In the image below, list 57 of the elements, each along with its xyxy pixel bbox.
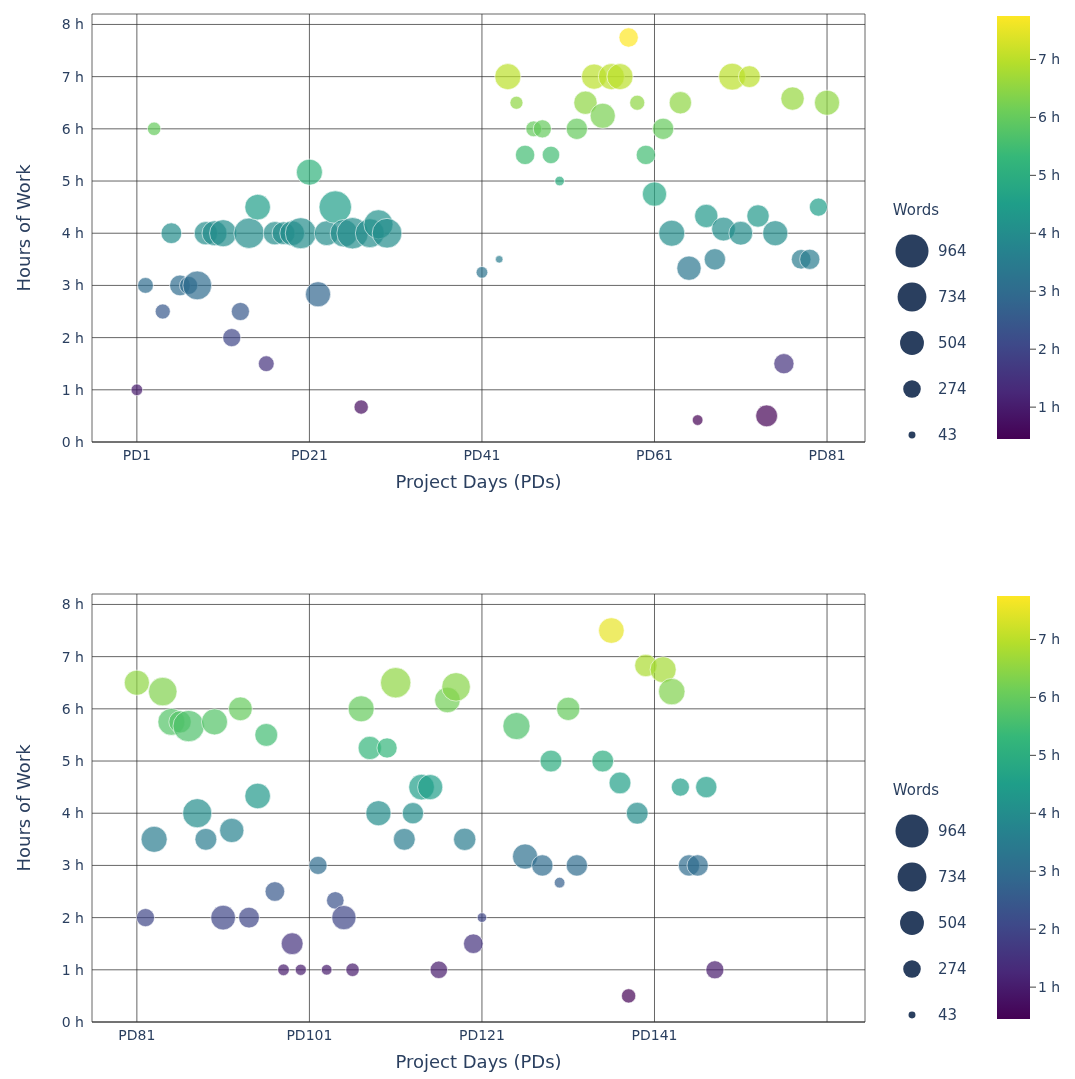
legend-label: 734 <box>938 288 967 307</box>
x-axis-title: Project Days (PDs) <box>395 471 562 492</box>
y-axis-title: Hours of Work <box>13 163 35 292</box>
y-tick-label: 7 h <box>61 648 84 665</box>
x-tick-label: PD61 <box>635 446 674 463</box>
x-tick-label: PD101 <box>286 1026 333 1043</box>
y-tick-label: 8 h <box>61 596 84 613</box>
color-bar-label: 4 h <box>1038 805 1061 822</box>
color-bar-label: 1 h <box>1038 399 1061 416</box>
y-tick-label: 6 h <box>61 700 84 717</box>
legend-label: 43 <box>938 1006 958 1025</box>
color-bar-label: 3 h <box>1038 863 1061 880</box>
y-tick-label: 1 h <box>61 381 84 398</box>
legend-label: 274 <box>938 960 967 979</box>
color-bar-label: 5 h <box>1038 167 1061 184</box>
x-tick-label: PD81 <box>118 1026 156 1043</box>
y-tick-label: 0 h <box>61 433 84 450</box>
y-tick-label: 3 h <box>61 277 84 294</box>
y-tick-label: 4 h <box>61 805 84 822</box>
y-tick-label: 8 h <box>61 16 84 33</box>
y-tick-label: 4 h <box>61 225 84 242</box>
legend-label: 964 <box>938 242 967 261</box>
color-bar-label: 2 h <box>1038 341 1061 358</box>
color-bar-label: 7 h <box>1038 631 1061 648</box>
legend-label: 504 <box>938 914 967 933</box>
y-tick-label: 2 h <box>61 329 84 346</box>
legend-label: 504 <box>938 334 967 353</box>
x-tick-label: PD121 <box>458 1026 505 1043</box>
y-tick-label: 5 h <box>61 752 84 769</box>
legend-label: 964 <box>938 822 967 841</box>
color-bar-label: 5 h <box>1038 747 1061 764</box>
x-tick-label: PD41 <box>463 446 501 463</box>
color-bar-label: 4 h <box>1038 225 1061 242</box>
y-tick-label: 0 h <box>61 1013 84 1030</box>
color-bar-label: 3 h <box>1038 283 1061 300</box>
color-bar-label: 1 h <box>1038 979 1061 996</box>
x-tick-label: PD21 <box>290 446 328 463</box>
y-tick-label: 6 h <box>61 120 84 137</box>
y-tick-label: 7 h <box>61 68 84 85</box>
color-bar-label: 2 h <box>1038 921 1061 938</box>
legend-title: Words <box>892 781 940 799</box>
legend-label: 274 <box>938 380 967 399</box>
y-tick-label: 2 h <box>61 909 84 926</box>
y-tick-label: 3 h <box>61 857 84 874</box>
legend-title: Words <box>892 201 940 219</box>
legend-label: 43 <box>938 426 958 445</box>
y-tick-label: 1 h <box>61 961 84 978</box>
x-tick-label: PD1 <box>122 446 151 463</box>
color-bar-label: 6 h <box>1038 109 1061 126</box>
legend-label: 734 <box>938 868 967 887</box>
color-bar-label: 7 h <box>1038 51 1061 68</box>
y-tick-label: 5 h <box>61 172 84 189</box>
x-tick-label: PD141 <box>631 1026 678 1043</box>
x-tick-label: PD81 <box>808 446 846 463</box>
x-axis-title: Project Days (PDs) <box>395 1051 562 1072</box>
y-axis-title: Hours of Work <box>13 743 35 872</box>
color-bar-label: 6 h <box>1038 689 1061 706</box>
